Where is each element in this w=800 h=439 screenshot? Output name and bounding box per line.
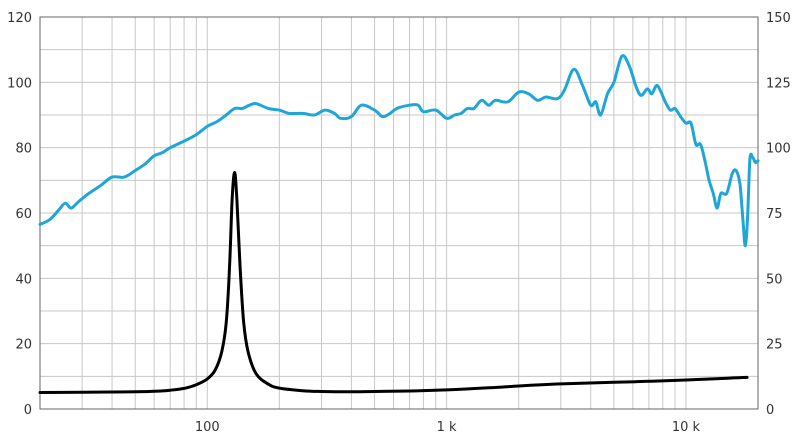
right-y-tick-label: 75: [766, 207, 783, 222]
right-y-tick-label: 150: [766, 11, 791, 26]
series-layer: [38, 54, 760, 394]
x-axis: 100 1 k 10 k: [195, 420, 701, 435]
right-y-tick-label: 125: [766, 76, 791, 91]
left-y-tick-label: 120: [7, 11, 32, 26]
right-y-tick-label: 50: [766, 272, 783, 287]
right-y-axis: 0 25 50 75 100 125 150: [766, 11, 791, 418]
series-line-frequency-response: [38, 54, 760, 248]
left-y-tick-label: 0: [24, 403, 32, 418]
x-tick-label: 1 k: [437, 420, 457, 435]
left-y-tick-label: 80: [15, 142, 32, 157]
left-y-tick-label: 100: [7, 76, 32, 91]
x-tick-label: 100: [195, 420, 220, 435]
series-line-impedance: [38, 171, 749, 394]
left-y-tick-label: 40: [15, 272, 32, 287]
plot-border: [39, 16, 759, 410]
plot-frame: [39, 16, 759, 410]
right-y-tick-label: 100: [766, 142, 791, 157]
grid-lines: [39, 16, 759, 410]
x-tick-label: 10 k: [672, 420, 701, 435]
left-y-tick-label: 20: [15, 338, 32, 353]
right-y-tick-label: 25: [766, 338, 783, 353]
left-y-axis: 0 20 40 60 80 100 120: [7, 11, 32, 418]
left-y-tick-label: 60: [15, 207, 32, 222]
right-y-tick-label: 0: [766, 403, 774, 418]
